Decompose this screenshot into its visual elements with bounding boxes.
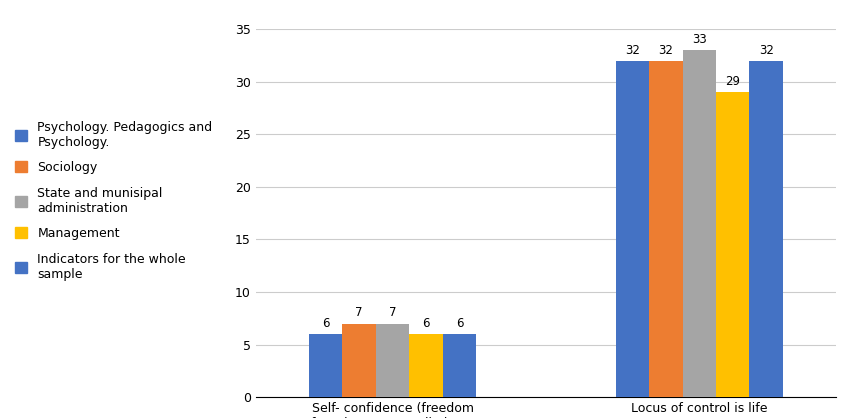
Text: 6: 6 [455,317,463,330]
Text: 32: 32 [658,43,672,56]
Text: 32: 32 [758,43,773,56]
Bar [409,334,442,397]
Bar [715,92,749,397]
Text: 6: 6 [321,317,329,330]
Legend: Psychology. Pedagogics and
Psychology., Sociology, State and munisipal
administr: Psychology. Pedagogics and Psychology., … [14,121,212,280]
Text: 7: 7 [355,306,362,319]
Bar [648,61,682,397]
Text: 6: 6 [422,317,429,330]
Text: 7: 7 [389,306,396,319]
Text: 29: 29 [724,75,740,88]
Bar [376,324,409,397]
Bar [308,334,342,397]
Bar [442,334,475,397]
Bar [749,61,782,397]
Bar [615,61,648,397]
Bar [682,50,715,397]
Text: 33: 33 [691,33,705,46]
Text: 32: 32 [625,43,639,56]
Bar [342,324,376,397]
